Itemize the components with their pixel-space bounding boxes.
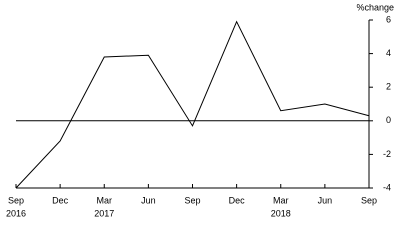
x-tick-label: Mar — [273, 195, 289, 205]
x-tick-label: Mar — [97, 195, 113, 205]
x-year-label: 2017 — [94, 208, 114, 218]
x-tick-label: Sep — [184, 195, 200, 205]
y-tick-label: 4 — [386, 48, 391, 58]
y-axis-label: %change — [356, 2, 394, 12]
chart: %change -4 -2 0 2 4 6 Sep 2016 Dec Mar 2017 Jun Sep D… — [6, 2, 394, 218]
data-line — [15, 20, 370, 189]
y-tick-label: -2 — [383, 149, 391, 159]
y-tick-label: 2 — [386, 82, 391, 92]
x-tick-label: Sep — [8, 195, 24, 205]
x-year-label: 2016 — [6, 208, 26, 218]
y-tick-label: 0 — [386, 115, 391, 125]
x-tick-label: Dec — [52, 195, 69, 205]
x-tick-label: Jun — [318, 195, 333, 205]
x-tick-label: Sep — [361, 195, 377, 205]
y-tick-label: 6 — [386, 14, 391, 24]
x-year-label: 2018 — [271, 208, 291, 218]
x-tick-label: Dec — [229, 195, 246, 205]
y-tick-label: -4 — [383, 182, 391, 192]
x-tick-label: Jun — [141, 195, 156, 205]
